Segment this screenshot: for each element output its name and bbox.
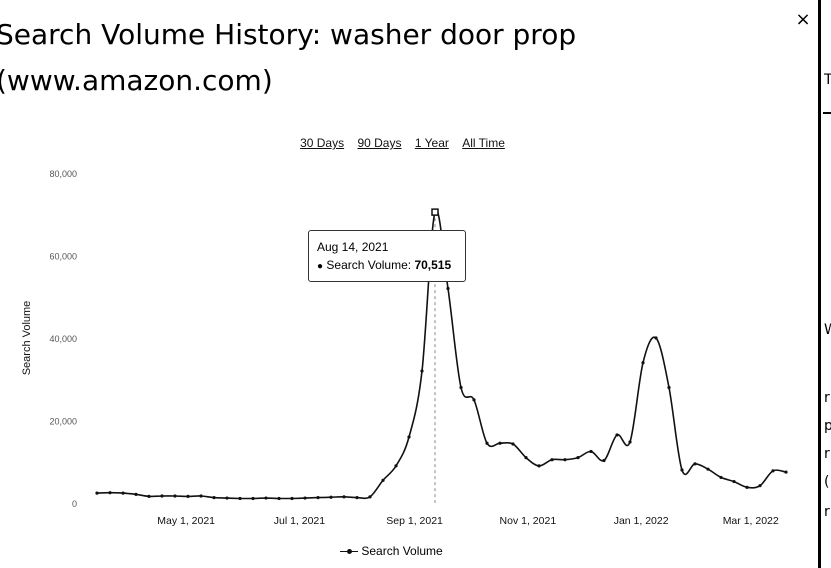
y-tick-label: 60,000 (49, 252, 77, 262)
x-tick-label: Jan 1, 2022 (614, 515, 669, 527)
title-line-1: Search Volume History: washer door prop (0, 18, 577, 51)
data-point (485, 441, 489, 445)
data-point (784, 470, 788, 474)
tooltip-series-label: Search Volume: (326, 258, 415, 272)
legend-label: Search Volume (361, 544, 443, 558)
data-point (225, 496, 229, 500)
data-point (602, 458, 606, 463)
background-text-fragment: r (824, 390, 830, 406)
background-text-fragment: r (824, 504, 830, 520)
data-point (147, 494, 151, 498)
data-point (615, 433, 619, 437)
x-tick-label: Sep 1, 2021 (386, 515, 443, 527)
background-text-fragment: T (824, 72, 831, 88)
data-point (667, 385, 671, 390)
tooltip-date: Aug 14, 2021 (317, 240, 389, 254)
x-tick-label: Nov 1, 2021 (500, 515, 557, 527)
background-text-fragment: p (824, 418, 831, 434)
time-range-selector: 30 Days 90 Days 1 Year All Time (280, 136, 525, 154)
chart-tooltip: Aug 14, 2021 ● Search Volume: 70,515 (308, 230, 466, 282)
x-tick-label: May 1, 2021 (157, 515, 215, 527)
data-point (420, 369, 424, 373)
close-icon: × (795, 9, 811, 30)
data-point (95, 491, 99, 495)
data-point (199, 494, 203, 498)
background-text-fragment: ( (824, 474, 830, 490)
data-point (641, 361, 645, 365)
legend-line-marker-icon (340, 548, 358, 556)
x-tick-label: Jul 1, 2021 (274, 515, 326, 527)
tooltip-series-dot: ● (317, 261, 324, 272)
chart-legend-item[interactable]: Search Volume (340, 544, 443, 562)
data-point (186, 494, 190, 498)
range-all-time-link[interactable]: All Time (462, 136, 505, 150)
data-point (290, 496, 294, 501)
background-text-fragment: r (824, 446, 830, 462)
range-90-days-link[interactable]: 90 Days (357, 136, 402, 150)
background-panel-edge: T W r p r ( r (818, 0, 831, 568)
data-point (446, 286, 450, 291)
data-point (719, 475, 723, 480)
data-point (173, 494, 177, 498)
data-point (498, 441, 502, 445)
data-point (771, 469, 775, 473)
close-button[interactable]: × (793, 8, 813, 32)
data-point (706, 467, 710, 471)
y-axis-title: Search Volume (21, 301, 33, 376)
data-point (134, 492, 138, 496)
data-point (303, 496, 307, 500)
data-point (628, 440, 632, 444)
y-tick-label: 40,000 (49, 334, 77, 344)
y-tick-label: 20,000 (49, 417, 77, 427)
page-title: Search Volume History: washer door prop … (0, 12, 696, 104)
data-point (381, 478, 385, 482)
data-point (758, 484, 762, 488)
data-point (459, 385, 463, 390)
tooltip-value: 70,515 (414, 258, 452, 272)
data-point (277, 496, 281, 501)
data-point (407, 435, 411, 439)
data-point (589, 449, 593, 454)
data-point (680, 468, 684, 472)
x-tick-label: Mar 1, 2022 (723, 515, 779, 527)
data-point (576, 456, 580, 460)
range-30-days-link[interactable]: 30 Days (300, 136, 345, 150)
data-point (329, 495, 333, 499)
range-1-year-link[interactable]: 1 Year (414, 136, 449, 150)
data-point (563, 458, 567, 462)
data-point (238, 496, 242, 501)
data-point (654, 336, 658, 340)
background-text-fragment: W (824, 322, 831, 338)
data-point (732, 479, 736, 484)
data-point (264, 496, 268, 500)
data-point (108, 491, 112, 495)
data-point (212, 496, 216, 500)
highlighted-data-point (431, 208, 439, 216)
data-point (745, 485, 749, 489)
data-point (693, 462, 697, 466)
data-point (524, 456, 528, 460)
data-point (550, 458, 554, 462)
y-tick-label: 80,000 (49, 169, 77, 179)
data-point (368, 495, 372, 499)
data-point (537, 464, 541, 468)
data-point (355, 496, 359, 500)
data-point (160, 494, 164, 498)
data-point (316, 496, 320, 500)
data-point (342, 495, 346, 499)
y-tick-label: 0 (72, 499, 77, 509)
data-point (472, 398, 476, 402)
title-line-2: (www.amazon.com) (0, 64, 273, 97)
data-point (394, 464, 398, 468)
background-divider (823, 112, 831, 114)
data-point (251, 496, 255, 501)
data-point (121, 491, 125, 495)
data-point (511, 442, 515, 446)
